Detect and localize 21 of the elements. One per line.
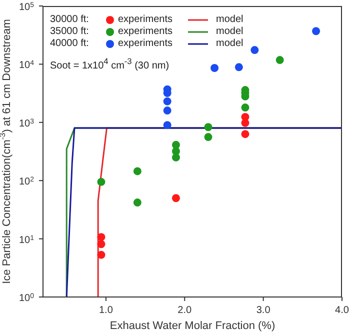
y-tick-label: 10$^{3}$ xyxy=(18,118,34,130)
legend-label: model xyxy=(216,38,244,50)
legend-label: experiments xyxy=(118,38,174,50)
annotation: 35000 ft: xyxy=(50,26,90,38)
annotation: Soot = 1x10$^{4}$ cm$^{-3}$ (30 nm) xyxy=(50,55,170,72)
y-tick-label: 10$^{4}$ xyxy=(18,60,34,72)
annotation: 40000 ft: xyxy=(50,38,90,50)
legend-label: experiments xyxy=(118,26,174,38)
y-tick-label: 10$^{5}$ xyxy=(18,2,34,13)
legend-label: model xyxy=(216,26,244,38)
legend-label: model xyxy=(216,14,244,26)
y-tick-label: 10$^{0}$ xyxy=(18,292,34,304)
x-axis-title: Exhaust Water Molar Fraction (%) xyxy=(110,320,276,332)
x-tick-label: 3.0 xyxy=(256,305,271,316)
x-tick-label: 2.0 xyxy=(178,305,192,316)
x-tick-label: 4.0 xyxy=(335,305,349,316)
y-tick-label: 10$^{2}$ xyxy=(18,176,34,188)
legend-label: experiments xyxy=(118,14,174,26)
annotation: 30000 ft: xyxy=(50,14,90,26)
y-tick-label: 10$^{1}$ xyxy=(18,234,34,246)
x-tick-label: 1.0 xyxy=(98,305,114,316)
